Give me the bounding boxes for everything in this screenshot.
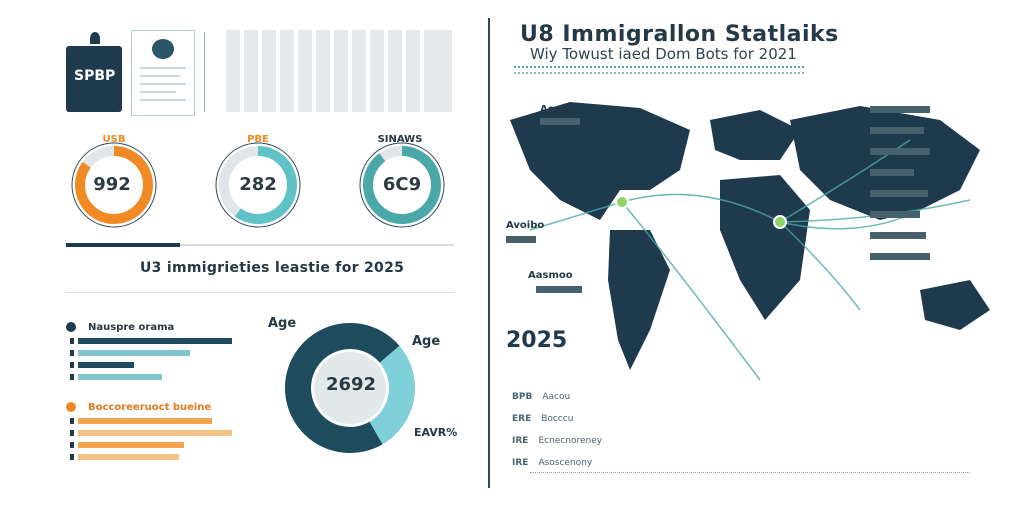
donut-chart: [285, 323, 415, 453]
ring-arc-1: [75, 146, 153, 224]
group-1-bars: [70, 338, 232, 386]
ring-label-3: SINAWS: [377, 134, 423, 145]
ring-arc-3: [363, 146, 441, 224]
ring-label-2: PBE: [247, 134, 269, 145]
legend-bullet: [70, 338, 74, 344]
donut-arc: [285, 323, 415, 453]
legend-bullet: [70, 418, 74, 424]
stat-code: IRE: [512, 436, 529, 446]
legend-bar: [78, 350, 190, 356]
stat-row: IRE Ecnecnoreney: [512, 428, 602, 447]
stat-row: ERE Bocccu: [512, 406, 573, 425]
stat-text: Bocccu: [541, 414, 574, 424]
group-2-bars: [70, 418, 232, 466]
rule-accent: [66, 243, 180, 247]
label-bar: [536, 286, 582, 293]
passport-icon: SPBP: [66, 46, 122, 112]
left-subtitle: U3 immigrieties leastie for 2025: [140, 260, 405, 276]
stripes-chart: [226, 30, 452, 112]
legend-bullet: [70, 374, 74, 380]
ring-value-2: 282: [239, 174, 277, 195]
rule-2: [66, 292, 454, 293]
legend-bar: [78, 418, 213, 424]
donut-label-bottom: EAVR%: [414, 426, 458, 439]
map-label-1: Accoo: [540, 104, 574, 115]
title-underline: [514, 66, 804, 74]
left-infographic-panel: SPBP USB PBE SINAWS 992 282 6C9 U3 immig…: [0, 0, 470, 507]
legend-bar: [78, 430, 232, 436]
group-2-icon: [66, 402, 76, 412]
stat-row: IRE Asoscenony: [512, 450, 592, 469]
donut-label-top: Age: [268, 316, 297, 331]
world-map: [510, 102, 990, 381]
map-title: U8 Immigrallon Statlaiks: [520, 22, 839, 47]
group-1-title: Nauspre orama: [88, 322, 175, 333]
legend-bar: [78, 442, 185, 448]
legend-bar: [78, 374, 162, 380]
legend-bar: [78, 454, 179, 460]
legend-bullet: [70, 362, 74, 368]
ring-value-3: 6C9: [382, 174, 422, 195]
label-bar: [540, 118, 580, 125]
donut-value: 2692: [325, 374, 377, 395]
legend-bar: [78, 338, 232, 344]
ring-value-1: 992: [93, 174, 131, 195]
stat-code: BPB: [512, 392, 533, 402]
legend-bullet: [70, 430, 74, 436]
map-label-2: Avoibo: [506, 220, 545, 231]
map-label-3: Aasmoo: [528, 270, 573, 281]
ring-arc-2: [219, 146, 297, 224]
stat-text: Aacou: [542, 392, 571, 402]
passport-label: SPBP: [74, 68, 116, 84]
legend-bullet: [70, 454, 74, 460]
stat-text: Ecnecnoreney: [538, 436, 603, 446]
donut-label-right: Age: [412, 334, 441, 349]
stat-text: Asoscenony: [538, 458, 593, 468]
legend-bar: [78, 362, 134, 368]
group-1-icon: [66, 322, 76, 332]
footer-rule: [530, 472, 970, 485]
group-2-title: Boccoreeruoct bueine: [88, 402, 212, 413]
ring-label-1: USB: [102, 134, 126, 145]
stat-code: ERE: [512, 414, 532, 424]
label-bar: [506, 236, 536, 243]
divider-bracket: [200, 32, 205, 112]
document-icon: [131, 30, 195, 116]
legend-bullet: [70, 350, 74, 356]
right-legend: [870, 106, 940, 274]
stat-row: BPB Aacou: [512, 384, 570, 403]
ring-gauges: [71, 142, 445, 228]
rule: [66, 244, 454, 246]
stat-code: IRE: [512, 458, 529, 468]
legend-bullet: [70, 442, 74, 448]
pin-icon: [90, 32, 100, 44]
map-subtitle: Wiy Towust iaed Dom Bots for 2021: [530, 45, 797, 63]
panel-divider: [488, 18, 490, 488]
year-label: 2025: [506, 328, 568, 353]
